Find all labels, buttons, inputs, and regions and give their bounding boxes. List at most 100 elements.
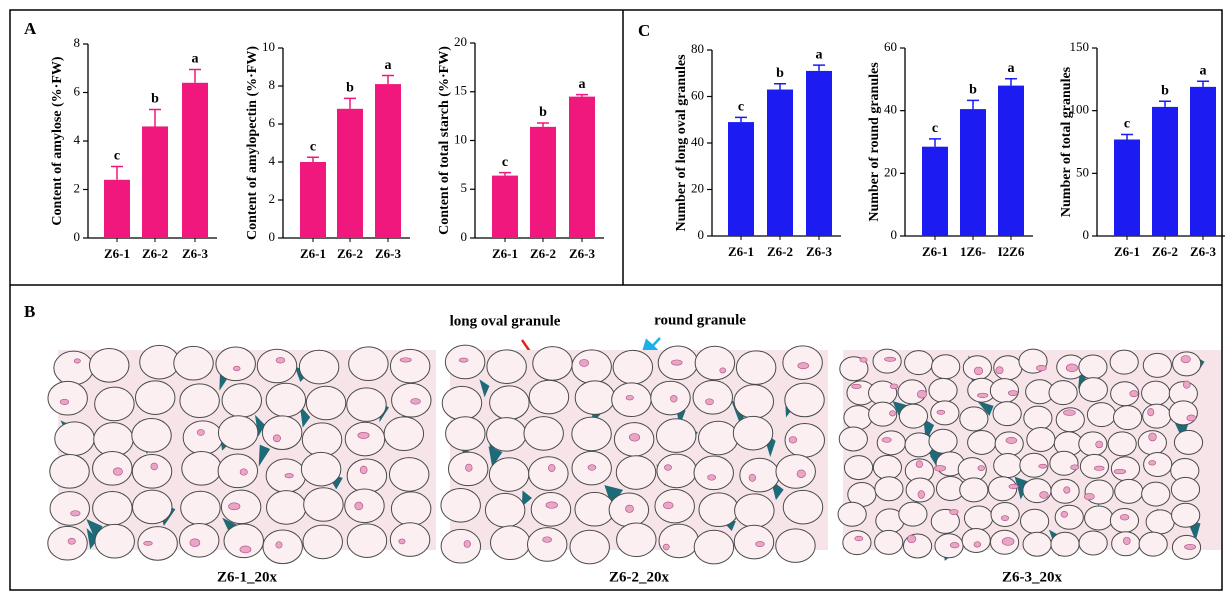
cell (256, 348, 298, 384)
cell (445, 416, 486, 451)
granule (889, 383, 899, 390)
cell (569, 529, 610, 565)
cell (843, 455, 874, 481)
granule (1182, 380, 1191, 389)
bar (728, 122, 754, 236)
granule (907, 534, 917, 544)
cell (49, 454, 90, 489)
significance-letter: a (816, 47, 823, 62)
cell (94, 523, 135, 559)
cell (440, 528, 482, 564)
image-caption: Z6-3_20x (1002, 569, 1063, 585)
cell (131, 489, 173, 525)
y-tick-label: 60 (691, 87, 704, 102)
granule (973, 366, 984, 376)
cell (389, 522, 431, 557)
cell (963, 505, 994, 531)
cell (300, 451, 342, 487)
cell (1113, 405, 1143, 431)
cell (528, 456, 569, 491)
cell (488, 457, 530, 492)
cell (303, 487, 344, 522)
cell (179, 383, 220, 418)
cell (574, 491, 615, 527)
y-tick-label: 0 (74, 229, 81, 244)
cell (612, 349, 654, 385)
granule (881, 437, 892, 443)
significance-letter: b (776, 66, 784, 81)
cell (344, 488, 385, 524)
stain (488, 446, 503, 468)
cell (1138, 531, 1168, 557)
y-tick-label: 40 (691, 134, 704, 149)
granule (977, 465, 985, 471)
granule (915, 460, 924, 468)
error-bar (576, 93, 588, 97)
granule (1005, 437, 1018, 444)
cell (898, 403, 929, 429)
bar (492, 175, 518, 238)
cell (1110, 456, 1141, 482)
error-bar (499, 171, 511, 176)
cell (839, 356, 869, 382)
cell (698, 420, 739, 456)
stain (299, 405, 311, 428)
cell (47, 380, 88, 416)
cell (692, 379, 734, 415)
cell (734, 493, 775, 528)
bar (104, 179, 130, 238)
y-tick-label: 6 (269, 115, 276, 130)
cell (842, 530, 872, 556)
cell (784, 382, 825, 418)
cell (1084, 505, 1114, 531)
cell (868, 401, 898, 427)
stain (521, 490, 532, 507)
significance-letter: a (385, 58, 392, 73)
cell (574, 380, 616, 415)
granule (272, 434, 281, 443)
cell (486, 349, 527, 384)
y-tick-label: 8 (74, 35, 81, 50)
image-caption: Z6-1_20x (217, 569, 278, 585)
cell (262, 529, 303, 565)
cell (131, 418, 172, 453)
granule (797, 362, 810, 370)
cell (47, 525, 88, 561)
cell (732, 415, 774, 451)
granule (1119, 514, 1130, 521)
cell (988, 476, 1018, 502)
cell (134, 380, 176, 415)
granule (1038, 463, 1048, 469)
significance-letter: b (346, 81, 354, 96)
granule (1148, 460, 1157, 466)
granule (463, 540, 471, 548)
bar (375, 84, 401, 238)
cell (532, 346, 573, 381)
frame (9, 9, 1223, 591)
granule (410, 398, 421, 405)
cell (872, 454, 903, 480)
y-tick-label: 0 (1083, 227, 1090, 242)
y-tick-label: 2 (74, 180, 81, 195)
x-tick-label: Z6-3 (806, 244, 833, 259)
cell (874, 529, 904, 555)
y-tick-label: 40 (884, 102, 897, 117)
cell (215, 346, 256, 382)
granule (1123, 536, 1131, 545)
x-tick-label: Z6-1 (300, 246, 326, 261)
cell (1050, 531, 1080, 557)
cell (876, 430, 906, 456)
y-tick-label: 15 (454, 83, 467, 98)
cell (694, 345, 736, 381)
granule (748, 473, 756, 482)
x-tick-label: Z6-3 (375, 246, 402, 261)
cell (261, 415, 303, 450)
stain (86, 527, 99, 550)
granule (628, 433, 641, 442)
cell (388, 457, 430, 492)
granule (854, 535, 864, 542)
granule (851, 383, 862, 389)
granule (936, 409, 946, 415)
granule (889, 410, 896, 417)
cell (173, 345, 214, 381)
